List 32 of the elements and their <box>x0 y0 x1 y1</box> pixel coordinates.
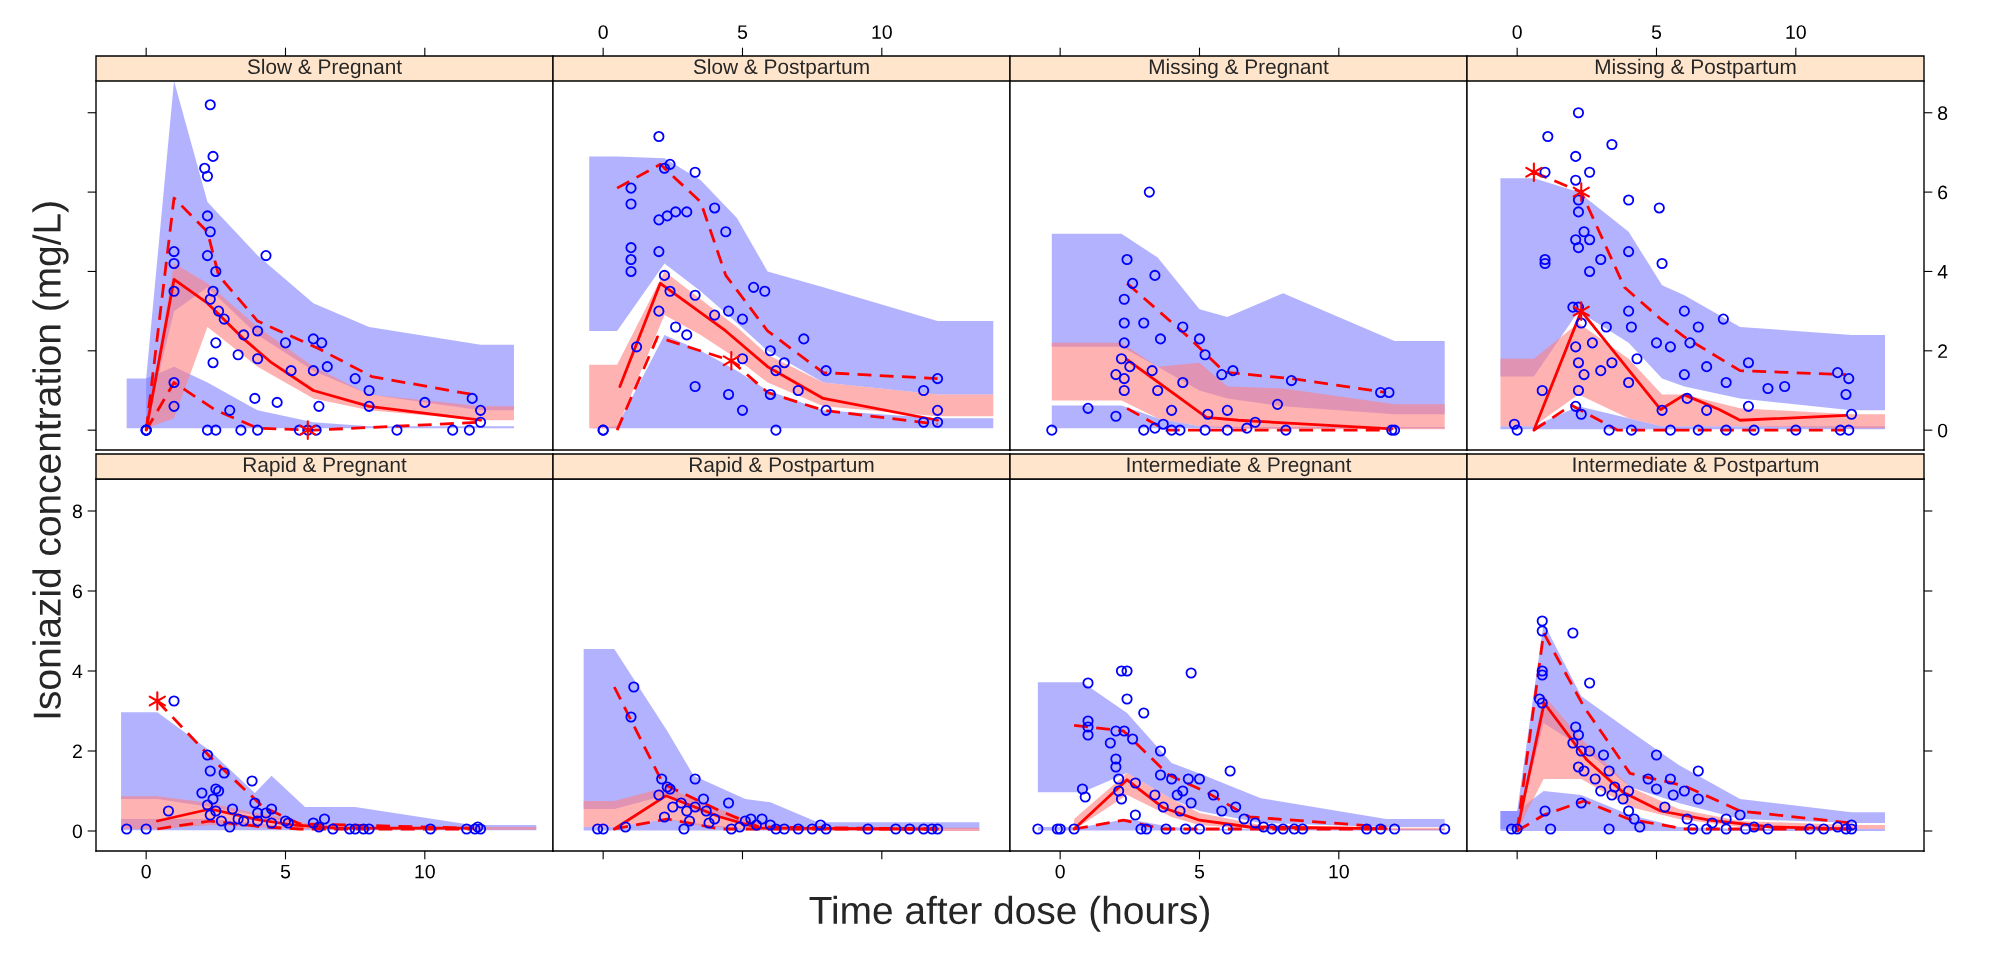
x-tick-label: 5 <box>737 25 748 39</box>
y-tick-label: 0 <box>1937 423 1948 438</box>
y-axis-title: Isoniazid concentration (mg/L) <box>32 202 69 718</box>
chart-title: Missing & Pregnant <box>1149 58 1329 79</box>
y-tick-label: 2 <box>72 744 82 759</box>
x-axis-title: Time after dose (hours) <box>809 895 1209 932</box>
x-tick-label: 10 <box>872 25 892 39</box>
x-tick-label: 10 <box>415 864 435 879</box>
chart-title: Intermediate & Pregnant <box>1127 456 1352 477</box>
chart-title: Rapid & Pregnant <box>243 456 407 477</box>
chart-title: Rapid & Postpartum <box>690 456 874 477</box>
x-tick-label: 0 <box>1055 864 1065 879</box>
x-tick-label: 5 <box>1651 25 1662 39</box>
x-tick-label: 5 <box>280 864 291 879</box>
chart-title: Slow & Pregnant <box>247 58 402 79</box>
x-tick-label: 10 <box>1786 25 1806 39</box>
x-tick-label: 0 <box>141 864 151 879</box>
y-tick-label: 6 <box>1938 185 1948 200</box>
y-tick-label: 0 <box>72 824 83 839</box>
x-tick-label: 10 <box>1329 864 1349 879</box>
x-tick-label: 0 <box>598 25 608 39</box>
x-tick-label: 5 <box>1194 864 1205 879</box>
y-tick-label: 8 <box>1938 106 1948 120</box>
y-tick-label: 2 <box>1938 344 1948 358</box>
chart-title: Intermediate & Postpartum <box>1573 456 1819 477</box>
y-tick-label: 8 <box>72 504 82 519</box>
y-tick-label: 4 <box>1937 265 1948 279</box>
x-tick-label: 0 <box>1512 25 1522 39</box>
y-tick-label: 6 <box>72 584 82 599</box>
chart-title: Missing & Postpartum <box>1595 58 1796 79</box>
chart-title: Slow & Postpartum <box>693 58 869 79</box>
y-tick-label: 4 <box>72 664 83 679</box>
